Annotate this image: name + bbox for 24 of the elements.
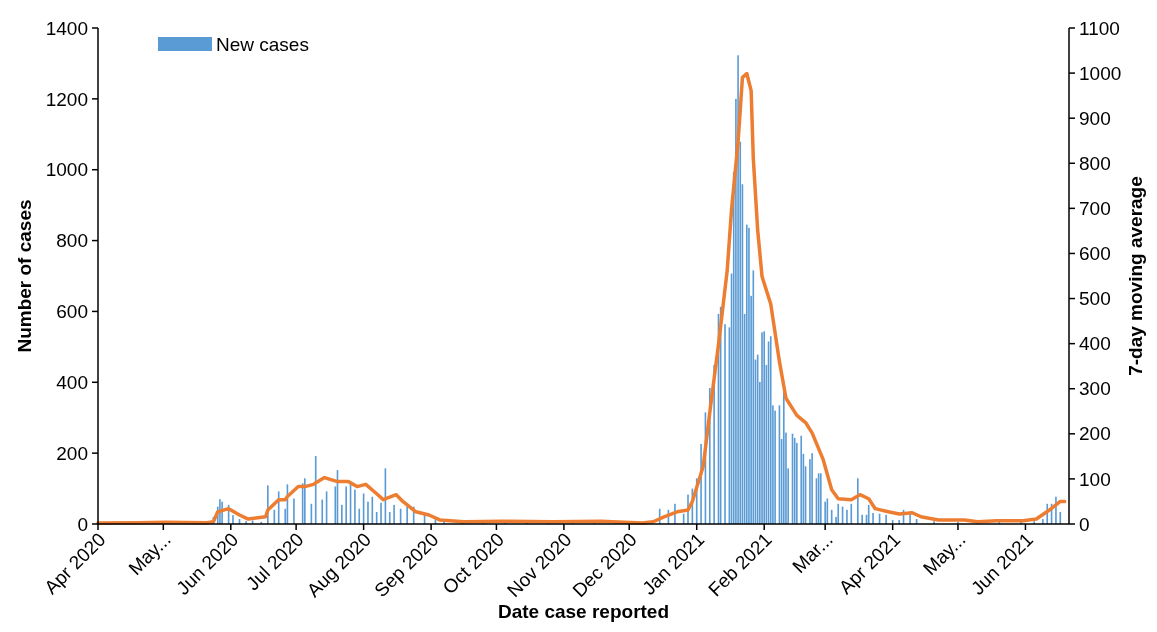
y2-tick-label: 100 bbox=[1079, 468, 1111, 490]
y2-tick-label: 800 bbox=[1079, 152, 1111, 174]
y2-tick-label: 500 bbox=[1079, 288, 1111, 310]
y2-tick-label: 1100 bbox=[1079, 17, 1120, 39]
y2-tick-label: 900 bbox=[1079, 107, 1111, 129]
y2-tick-label: 0 bbox=[1079, 513, 1090, 535]
y-tick-label: 200 bbox=[56, 442, 88, 464]
y-tick-label: 600 bbox=[56, 301, 88, 323]
y-tick-label: 0 bbox=[77, 513, 88, 535]
y2-tick-label: 300 bbox=[1079, 378, 1111, 400]
y2-axis-title: 7-day moving average bbox=[1124, 176, 1146, 376]
y-axis-title: Number of cases bbox=[13, 199, 35, 353]
x-axis-title: Date case reported bbox=[497, 601, 670, 622]
legend-label: New cases bbox=[216, 33, 309, 55]
y2-tick-label: 1000 bbox=[1079, 62, 1122, 84]
y2-tick-label: 200 bbox=[1079, 423, 1111, 445]
y2-tick-label: 700 bbox=[1079, 198, 1111, 220]
y-tick-label: 1000 bbox=[45, 159, 88, 181]
y-tick-label: 1400 bbox=[45, 17, 88, 39]
y2-tick-label: 600 bbox=[1079, 243, 1111, 265]
y-tick-label: 400 bbox=[56, 371, 88, 393]
y-tick-label: 800 bbox=[56, 230, 88, 252]
y2-tick-label: 400 bbox=[1079, 333, 1111, 355]
y-tick-label: 1200 bbox=[45, 88, 88, 110]
